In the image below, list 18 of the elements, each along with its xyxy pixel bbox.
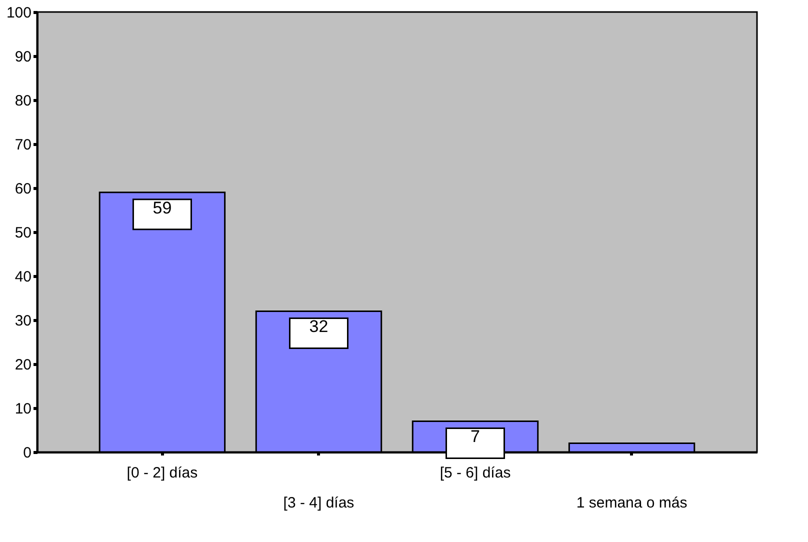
y-tick-label: 60 xyxy=(14,180,32,198)
y-tick-label: 100 xyxy=(6,4,32,22)
y-tick-label: 20 xyxy=(14,356,32,374)
y-tick-label: 70 xyxy=(14,136,32,154)
y-tick-label: 30 xyxy=(14,312,32,330)
data-label: 32 xyxy=(309,317,328,336)
y-tick-label: 40 xyxy=(14,268,32,286)
y-tick-label: 80 xyxy=(14,92,32,110)
y-tick-label: 50 xyxy=(14,224,32,242)
data-label: 59 xyxy=(152,198,172,218)
x-tick-label: 1 semana o más xyxy=(576,494,688,512)
y-tick-label: 10 xyxy=(14,400,32,418)
y-tick-label: 0 xyxy=(23,444,32,462)
x-tick-label: [0 - 2] días xyxy=(126,464,198,482)
data-label: 7 xyxy=(470,427,480,446)
y-tick-label: 90 xyxy=(14,48,32,66)
x-tick-label: [3 - 4] días xyxy=(283,494,354,512)
x-tick-label: [5 - 6] días xyxy=(440,464,511,482)
